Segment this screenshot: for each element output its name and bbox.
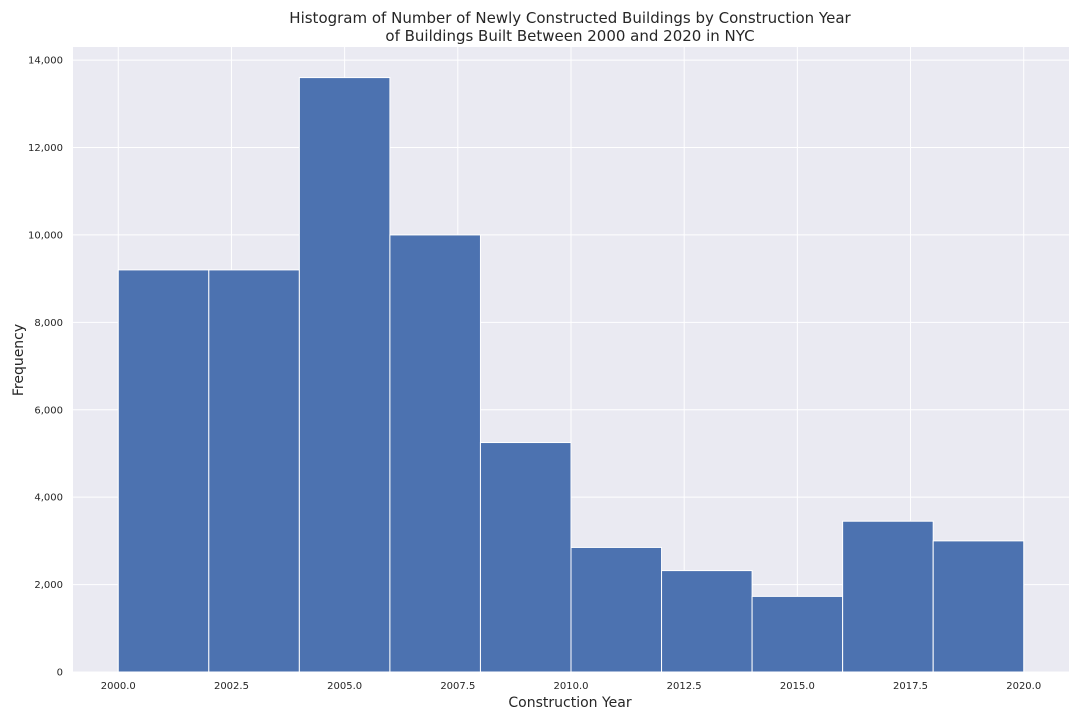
chart-title-line-2: of Buildings Built Between 2000 and 2020…: [385, 27, 754, 45]
y-tick-label: 0: [57, 668, 63, 679]
histogram-bar: [208, 269, 300, 673]
histogram-bar: [932, 540, 1025, 673]
y-tick-label: 2,000: [34, 580, 63, 591]
x-tick-label: 2015.0: [780, 681, 815, 692]
y-tick-label: 6,000: [34, 405, 63, 416]
x-tick-label: 2017.5: [893, 681, 928, 692]
chart-title-line-1: Histogram of Number of Newly Constructed…: [289, 9, 851, 27]
histogram-bar: [751, 595, 844, 673]
y-tick-label: 12,000: [28, 143, 63, 154]
histogram-bar: [479, 442, 572, 673]
histogram-bar: [661, 570, 753, 673]
y-tick-label: 10,000: [28, 230, 63, 241]
y-axis-label: Frequency: [11, 324, 27, 396]
y-tick-label: 4,000: [34, 493, 63, 504]
x-tick-label: 2002.5: [214, 681, 249, 692]
x-tick-label: 2012.5: [667, 681, 702, 692]
histogram-bar: [842, 520, 934, 673]
x-tick-label: 2000.0: [101, 681, 136, 692]
histogram-bar: [298, 77, 391, 673]
x-tick-label: 2007.5: [440, 681, 475, 692]
y-tick-label: 8,000: [34, 318, 63, 329]
x-tick-label: 2005.0: [327, 681, 362, 692]
bars: [117, 77, 1025, 673]
y-tick-label: 14,000: [28, 56, 63, 67]
histogram-bar: [570, 546, 663, 673]
histogram-bar: [117, 269, 210, 673]
x-axis-label: Construction Year: [508, 695, 631, 711]
histogram-bar: [389, 234, 481, 673]
y-tick-labels: 0 2,000 4,000 6,000 8,000 10,000 12,000 14,000: [28, 56, 63, 679]
x-tick-label: 2020.0: [1006, 681, 1041, 692]
x-tick-labels: 2000.0 2002.5 2005.0 2007.5 2010.0 2012.5 2015…: [101, 681, 1041, 692]
x-tick-label: 2010.0: [554, 681, 589, 692]
